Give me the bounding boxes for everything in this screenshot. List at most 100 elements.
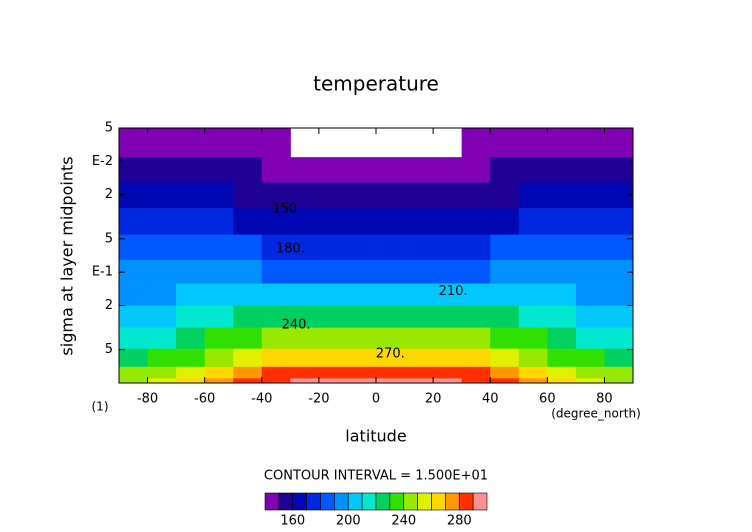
field-cell [318, 378, 348, 384]
field-cell [404, 259, 434, 284]
field-cell [461, 366, 491, 379]
field-cell [147, 259, 177, 284]
field-cell [547, 182, 577, 209]
field-cell [147, 182, 177, 209]
field-cell [347, 283, 377, 307]
field-cell [547, 157, 577, 183]
colorbar-box [347, 492, 363, 511]
x-tick-label: 0 [372, 392, 380, 407]
field-cell [547, 283, 577, 307]
field-cell [318, 283, 348, 307]
field-cell [318, 259, 348, 284]
colorbar-box [431, 492, 446, 511]
colorbar-box [417, 492, 432, 511]
field-cell [404, 348, 434, 368]
field-cell [318, 182, 348, 209]
field-cell [347, 348, 377, 368]
field-cell [490, 283, 520, 307]
x-tick-label: -20 [308, 392, 329, 407]
field-cell [376, 366, 406, 379]
field-cell [119, 305, 149, 329]
colorbar-tick-label: 240 [391, 514, 416, 529]
field-cell [176, 305, 206, 329]
field-cell [261, 128, 291, 158]
field-cell [575, 366, 605, 379]
field-cell [575, 348, 605, 368]
field-cell [204, 305, 234, 329]
field-cell [233, 327, 263, 350]
field-cell [604, 366, 634, 379]
field-cell [119, 128, 149, 158]
field-cell [176, 348, 206, 368]
field-cell [575, 128, 605, 158]
field-cell [204, 208, 234, 236]
field-cell [233, 128, 263, 158]
field-cell [404, 378, 434, 384]
field-cell [347, 208, 377, 236]
field-cell [575, 378, 605, 384]
field-cell [176, 182, 206, 209]
colorbar-tick-label: 280 [447, 514, 472, 529]
field-cell [233, 283, 263, 307]
field-cell [347, 327, 377, 350]
field-cell [233, 157, 263, 183]
field-cell [290, 366, 320, 379]
field-cell [147, 366, 177, 379]
field-cell [376, 378, 406, 384]
field-cell [575, 259, 605, 284]
field-cell [461, 128, 491, 158]
x-unit: (degree_north) [551, 407, 641, 421]
field-cell [461, 327, 491, 350]
field-cell [461, 182, 491, 209]
field-cell [176, 366, 206, 379]
field-cell [233, 366, 263, 379]
field-cell [490, 305, 520, 329]
colorbar-box [472, 492, 488, 511]
field-cell [518, 305, 548, 329]
colorbar-tick-label: 200 [336, 514, 361, 529]
field-cell [490, 378, 520, 384]
field-cell [204, 348, 234, 368]
field-cell [233, 182, 263, 209]
field-cell [318, 366, 348, 379]
colorbar-box [389, 492, 405, 511]
field-cell [404, 234, 434, 261]
field-cell [261, 182, 291, 209]
field-cell [604, 283, 634, 307]
field-cell [547, 128, 577, 158]
field-cell [176, 157, 206, 183]
field-cell [404, 157, 434, 183]
field-cell [147, 283, 177, 307]
x-tick-label: 80 [596, 392, 613, 407]
colorbar-box [292, 492, 307, 511]
field-cell [547, 378, 577, 384]
field-cell [147, 128, 177, 158]
field-cell [490, 259, 520, 284]
field-cell [433, 327, 463, 350]
field-cell [547, 208, 577, 236]
field-cell [518, 234, 548, 261]
field-cell [176, 128, 206, 158]
field-cell [204, 378, 234, 384]
field-cell [461, 208, 491, 236]
field-cell [147, 157, 177, 183]
contour-label: 240. [282, 318, 311, 333]
field-cell [575, 283, 605, 307]
field-cell [461, 348, 491, 368]
field-cell [461, 259, 491, 284]
field-cell [318, 208, 348, 236]
field-cell [547, 305, 577, 329]
field-cell [261, 283, 291, 307]
field-cell [376, 283, 406, 307]
field-cell [261, 208, 291, 236]
field-cell [490, 327, 520, 350]
x-axis-label: latitude [345, 427, 406, 446]
field-cell [461, 378, 491, 384]
field-cell [347, 157, 377, 183]
field-cell [376, 208, 406, 236]
field-cell [547, 234, 577, 261]
corner-label: (1) [92, 400, 109, 414]
x-tick-label: -80 [137, 392, 158, 407]
field-cell [547, 327, 577, 350]
field-cell [261, 366, 291, 379]
